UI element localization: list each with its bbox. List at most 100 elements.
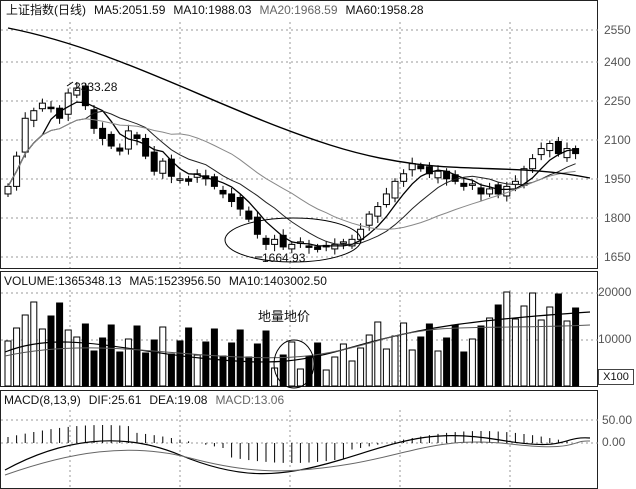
candle-body (38, 102, 46, 110)
candle-body (210, 176, 218, 187)
candle-body (400, 173, 408, 182)
candle-body (305, 245, 313, 248)
volume-bar (228, 342, 236, 387)
candle-body (511, 180, 519, 185)
high-arrow (66, 81, 74, 87)
volume-bar (253, 343, 261, 387)
candle-body (236, 196, 244, 210)
candle-body (365, 213, 373, 226)
volume-bar (331, 356, 339, 387)
volume-ma5-line (4, 311, 591, 363)
volume-bar (262, 330, 270, 387)
volume-bar (477, 325, 485, 387)
macd-value: MACD:13.06 (215, 393, 285, 407)
ma20-value: MA20:1968.59 (259, 3, 338, 17)
candle-body (563, 148, 571, 159)
candle-body (150, 151, 158, 172)
low-price-label: 1664.93 (262, 251, 306, 265)
candle-body (21, 117, 29, 153)
volume-bar (133, 325, 141, 387)
volume-bar (13, 327, 21, 387)
candle-body (116, 147, 124, 152)
candle-body (73, 87, 81, 96)
price-tick-1800: 1800 (604, 211, 631, 225)
volume-low-ellipse (273, 339, 315, 389)
volume-bar (202, 341, 210, 387)
volume-bar (81, 323, 89, 387)
volume-bar (434, 350, 442, 387)
volume-bar (365, 334, 373, 387)
low-zone-ellipse (224, 217, 362, 263)
candle-body (391, 180, 399, 199)
volume-bar (288, 341, 296, 387)
candle-body (537, 148, 545, 156)
price-tick-2550: 2550 (604, 23, 631, 37)
candle-body (219, 189, 227, 195)
candle-body (486, 188, 494, 195)
volume-bar (348, 360, 356, 387)
volume-bar (417, 336, 425, 387)
volume-bar (159, 326, 167, 387)
kline-panel-frame (0, 0, 598, 269)
volume-bar (357, 347, 365, 387)
candle-body (56, 107, 64, 119)
candle-body (271, 238, 279, 245)
candle-body (434, 170, 442, 179)
candle-body (167, 158, 175, 177)
candle-body (314, 246, 322, 250)
candle-body (159, 160, 167, 174)
macd-dea: DEA:19.08 (149, 393, 208, 407)
candle-body (245, 210, 253, 220)
kline-title: 上证指数(日线) (6, 3, 86, 17)
volume-bar (382, 348, 390, 387)
volume-bar (210, 328, 218, 387)
candle-body (503, 185, 511, 197)
candle-body (339, 241, 347, 244)
macd-legend: MACD(8,13,9) DIF:25.61 DEA:19.08 MACD:13.06 (4, 393, 292, 407)
candle-body (425, 166, 433, 175)
ma10-line (7, 110, 576, 246)
candle-body (30, 110, 38, 121)
candle-body (468, 183, 476, 186)
candle-body (64, 92, 72, 115)
high-price-label: 2333.28 (74, 80, 118, 94)
candle-body (185, 178, 193, 182)
volume-bar (503, 291, 511, 387)
candle-body (107, 133, 115, 147)
candle-body (520, 168, 528, 186)
volume-bar (107, 324, 115, 387)
volume-bar (451, 324, 459, 387)
volume-bar (64, 329, 72, 387)
macd-dif: DIF:25.61 (88, 393, 142, 407)
volume-bar (47, 315, 55, 387)
volume-bar (537, 319, 545, 387)
volume-tick-20000: 20000 (598, 285, 632, 299)
candle-body (572, 148, 580, 155)
candle-body (554, 140, 562, 155)
volume-bar (425, 323, 433, 387)
volume-bar (56, 302, 64, 387)
volume-bar (193, 354, 201, 387)
candle-body (133, 134, 141, 139)
macd-tick-0: 0.00 (602, 435, 626, 449)
macd-header: MACD(8,13,9) (4, 393, 81, 407)
volume-annotation: 地量地价 (258, 309, 311, 324)
candle-body (382, 193, 390, 206)
ma5-value: MA5:2051.59 (94, 3, 166, 17)
volume-bar (322, 369, 330, 387)
candle-body (47, 106, 55, 110)
volume-bar (73, 336, 81, 387)
candle-body (279, 234, 287, 248)
volume-bar (124, 338, 132, 387)
price-tick-1950: 1950 (604, 172, 631, 186)
volume-bar (400, 322, 408, 387)
candle-body (4, 185, 12, 195)
volume-bar (391, 335, 399, 387)
candle-body (176, 178, 184, 181)
candle-body (331, 243, 339, 250)
candle-body (477, 187, 485, 195)
candle-body (253, 216, 261, 235)
volume-bar (546, 306, 554, 387)
